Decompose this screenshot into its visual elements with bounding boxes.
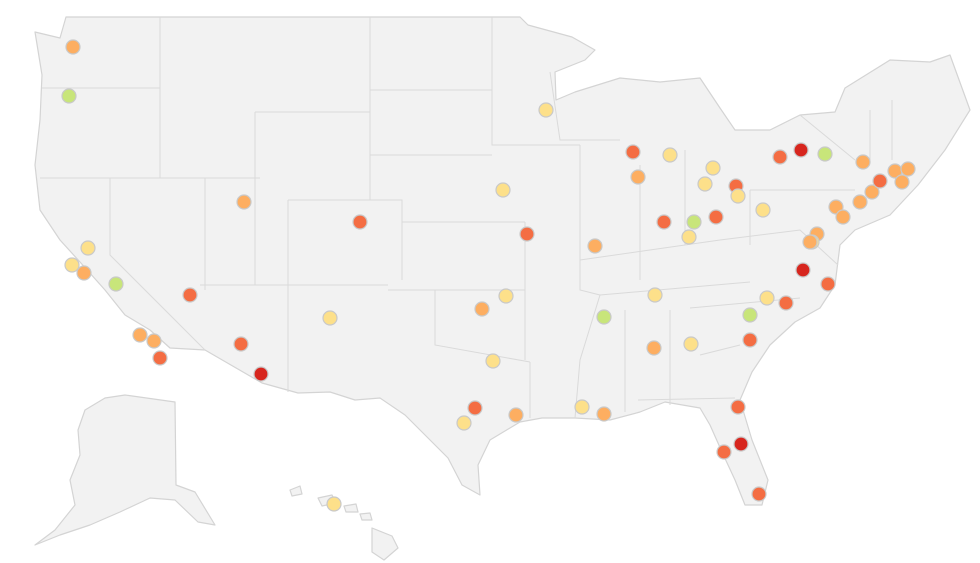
marker-buffalo[interactable] xyxy=(772,149,788,165)
marker-dallas[interactable] xyxy=(485,353,501,369)
marker-miami[interactable] xyxy=(751,486,767,502)
marker-new-orleans[interactable] xyxy=(574,399,590,415)
marker-indianapolis[interactable] xyxy=(656,214,672,230)
marker-hartford[interactable] xyxy=(864,184,880,200)
marker-houston[interactable] xyxy=(508,407,524,423)
marker-raleigh[interactable] xyxy=(778,295,794,311)
marker-san-francisco[interactable] xyxy=(64,257,80,273)
marker-toledo[interactable] xyxy=(697,176,713,192)
marker-minneapolis[interactable] xyxy=(538,102,554,118)
marker-columbia[interactable] xyxy=(742,332,758,348)
marker-richmond[interactable] xyxy=(795,262,811,278)
contiguous-us-land xyxy=(34,16,971,506)
alaska-land xyxy=(34,394,216,546)
marker-st-louis[interactable] xyxy=(587,238,603,254)
marker-baltimore[interactable] xyxy=(802,234,818,250)
marker-greensboro[interactable] xyxy=(759,290,775,306)
marker-phoenix[interactable] xyxy=(233,336,249,352)
marker-albany[interactable] xyxy=(855,154,871,170)
marker-cincinnati[interactable] xyxy=(681,229,697,245)
marker-oklahoma-city[interactable] xyxy=(474,301,490,317)
state-borders xyxy=(40,17,893,419)
marker-tampa[interactable] xyxy=(716,444,732,460)
marker-los-angeles[interactable] xyxy=(132,327,148,343)
marker-omaha[interactable] xyxy=(495,182,511,198)
marker-detroit[interactable] xyxy=(705,160,721,176)
marker-honolulu[interactable] xyxy=(326,496,342,512)
marker-las-vegas[interactable] xyxy=(182,287,198,303)
land-layer xyxy=(34,16,971,561)
marker-san-diego[interactable] xyxy=(152,350,168,366)
marker-columbus[interactable] xyxy=(708,209,724,225)
marker-seattle[interactable] xyxy=(65,39,81,55)
marker-jacksonville[interactable] xyxy=(730,399,746,415)
marker-pittsburgh[interactable] xyxy=(755,202,771,218)
marker-grand-rapids[interactable] xyxy=(662,147,678,163)
marker-syracuse[interactable] xyxy=(817,146,833,162)
marker-new-haven[interactable] xyxy=(872,173,888,189)
marker-albuquerque[interactable] xyxy=(322,310,338,326)
marker-tucson[interactable] xyxy=(253,366,269,382)
marker-san-antonio[interactable] xyxy=(456,415,472,431)
marker-layer xyxy=(61,39,916,512)
marker-austin[interactable] xyxy=(467,400,483,416)
marker-rochester[interactable] xyxy=(793,142,809,158)
marker-kansas-city[interactable] xyxy=(519,226,535,242)
marker-charlotte[interactable] xyxy=(742,307,758,323)
marker-chicago[interactable] xyxy=(625,144,641,160)
marker-allentown[interactable] xyxy=(835,209,851,225)
marker-fresno[interactable] xyxy=(108,276,124,292)
marker-san-jose[interactable] xyxy=(76,265,92,281)
marker-new-york[interactable] xyxy=(852,194,868,210)
marker-portland[interactable] xyxy=(61,88,77,104)
marker-boston[interactable] xyxy=(900,161,916,177)
marker-nashville[interactable] xyxy=(647,287,663,303)
marker-dayton[interactable] xyxy=(686,214,702,230)
marker-riverside[interactable] xyxy=(146,333,162,349)
marker-virginia-beach[interactable] xyxy=(820,276,836,292)
marker-denver[interactable] xyxy=(352,214,368,230)
marker-orlando[interactable] xyxy=(733,436,749,452)
marker-milwaukee[interactable] xyxy=(630,169,646,185)
marker-salt-lake-city[interactable] xyxy=(236,194,252,210)
marker-birmingham[interactable] xyxy=(646,340,662,356)
marker-atlanta[interactable] xyxy=(683,336,699,352)
marker-sacramento[interactable] xyxy=(80,240,96,256)
marker-tulsa[interactable] xyxy=(498,288,514,304)
marker-memphis[interactable] xyxy=(596,309,612,325)
marker-providence[interactable] xyxy=(894,174,910,190)
hawaii-islands xyxy=(289,485,399,561)
marker-akron[interactable] xyxy=(730,188,746,204)
marker-baton-rouge[interactable] xyxy=(596,406,612,422)
